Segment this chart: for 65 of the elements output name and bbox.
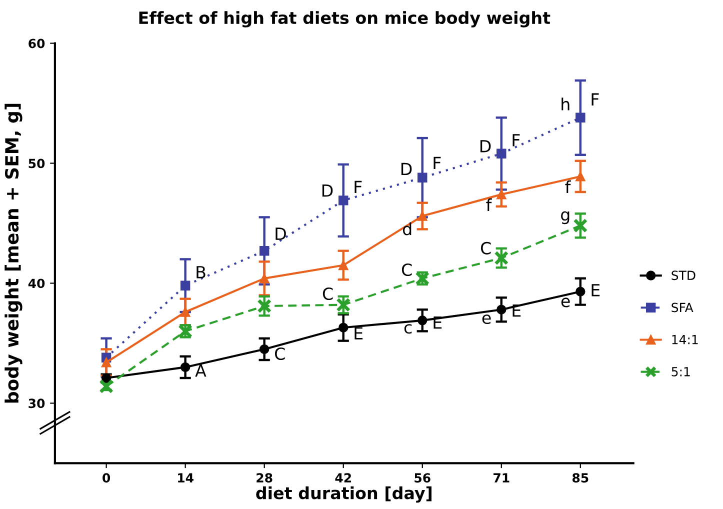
annotation: F bbox=[592, 93, 599, 106]
annotation: e bbox=[482, 314, 491, 324]
x-tick-label: 56 bbox=[414, 473, 430, 483]
x-tick-label: 28 bbox=[256, 473, 272, 483]
annotation: g bbox=[561, 211, 570, 224]
x-tick-label: 85 bbox=[572, 473, 588, 483]
legend-label: 14:1 bbox=[672, 335, 698, 344]
point bbox=[259, 274, 270, 284]
annotation: f bbox=[565, 180, 572, 194]
point bbox=[180, 307, 190, 317]
point bbox=[576, 286, 586, 296]
y-tick-label: 50 bbox=[28, 158, 45, 168]
point bbox=[257, 298, 272, 314]
point bbox=[180, 280, 190, 290]
point bbox=[418, 172, 428, 183]
legend-label: STD bbox=[672, 270, 696, 280]
x-tick-label: 0 bbox=[102, 473, 110, 483]
point bbox=[336, 298, 351, 312]
y-tick-label: 40 bbox=[28, 278, 45, 288]
annotation: F bbox=[354, 180, 362, 194]
x-axis-title: diet duration [day] bbox=[256, 486, 432, 503]
annotation: c bbox=[404, 324, 412, 334]
point bbox=[259, 246, 270, 256]
annotation: B bbox=[196, 266, 206, 278]
annotation: E bbox=[592, 284, 600, 296]
annotation: D bbox=[401, 162, 412, 176]
annotation: A bbox=[195, 364, 206, 377]
annotation: D bbox=[480, 140, 491, 152]
x-tick-label: 71 bbox=[494, 473, 510, 482]
y-tick-label: 60 bbox=[28, 38, 45, 48]
legend-label: 5:1 bbox=[672, 367, 690, 376]
y-tick-label: 30 bbox=[28, 398, 45, 408]
x-tick-label: 42 bbox=[335, 473, 351, 482]
point bbox=[338, 260, 348, 270]
legend-label: SFA bbox=[672, 302, 694, 312]
point bbox=[418, 211, 428, 221]
x-tick-label: 14 bbox=[178, 473, 194, 482]
annotation: d bbox=[402, 222, 412, 236]
annotation: C bbox=[402, 263, 412, 276]
annotation: C bbox=[480, 242, 491, 254]
point bbox=[338, 196, 348, 206]
point bbox=[573, 218, 588, 233]
chart-title: Effect of high fat diets on mice body weight bbox=[139, 11, 550, 28]
y-axis-title: body weight [mean + SEM, g] bbox=[4, 104, 22, 403]
point bbox=[496, 304, 506, 314]
annotation: E bbox=[354, 327, 363, 340]
point bbox=[494, 250, 509, 266]
annotation: f bbox=[486, 198, 492, 212]
point bbox=[496, 148, 506, 159]
annotation: h bbox=[562, 98, 570, 110]
point bbox=[180, 362, 190, 372]
point bbox=[496, 190, 506, 200]
point bbox=[418, 316, 428, 326]
point bbox=[338, 322, 348, 332]
annotation: F bbox=[512, 134, 520, 146]
point bbox=[576, 172, 586, 182]
annotation: e bbox=[561, 298, 570, 308]
annotation: F bbox=[434, 156, 441, 170]
annotation: D bbox=[322, 184, 333, 197]
point bbox=[101, 358, 112, 368]
annotation: C bbox=[322, 287, 333, 300]
point bbox=[259, 344, 270, 354]
annotation: C bbox=[275, 347, 285, 360]
annotation: D bbox=[276, 228, 286, 240]
point bbox=[576, 112, 586, 123]
